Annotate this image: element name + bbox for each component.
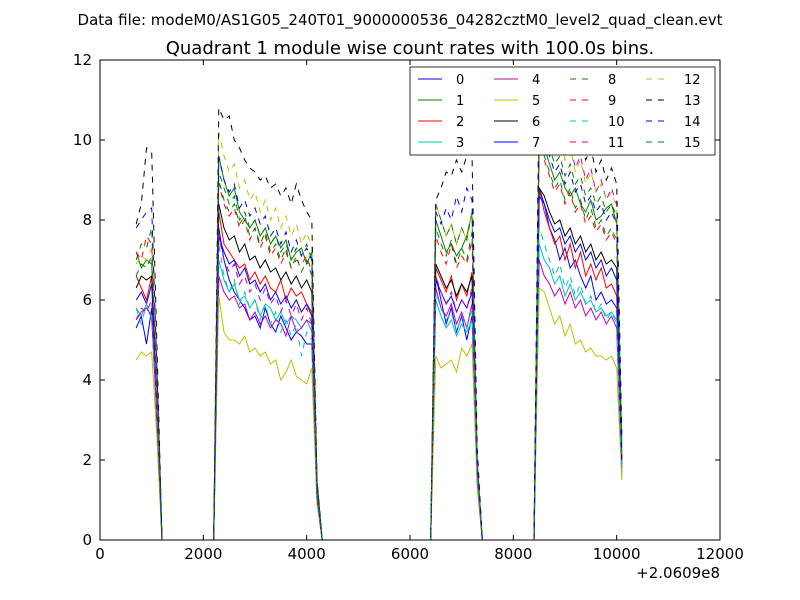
plot-area (135, 79, 623, 540)
chart-title: Quadrant 1 module wise count rates with … (166, 38, 655, 59)
series-line-4 (135, 259, 623, 540)
suptitle: Data file: modeM0/AS1G05_240T01_90000005… (78, 11, 723, 30)
x-tick-label: 0 (95, 545, 105, 563)
legend-label-3: 3 (456, 136, 464, 151)
y-tick-label: 0 (82, 531, 92, 549)
legend-label-5: 5 (532, 94, 540, 109)
series-line-12 (135, 91, 623, 540)
legend-label-11: 11 (608, 136, 625, 151)
x-tick-label: 6000 (391, 545, 429, 563)
series-line-2 (135, 187, 623, 540)
y-tick-label: 6 (82, 291, 92, 309)
series-line-15 (135, 139, 623, 540)
series-line-14 (135, 123, 623, 540)
legend-label-2: 2 (456, 115, 464, 130)
x-tick-label: 8000 (494, 545, 532, 563)
axes: 0 2000 4000 6000 8000 10000 12000024681012+2.0… (73, 51, 744, 582)
legend-label-4: 4 (532, 73, 540, 88)
legend-label-14: 14 (684, 115, 701, 130)
series-line-7 (135, 194, 623, 540)
legend-label-15: 15 (684, 136, 701, 151)
x-tick-label: 12000 (696, 545, 744, 563)
legend-label-0: 0 (456, 73, 464, 88)
legend-box (409, 66, 716, 156)
legend-label-7: 7 (532, 136, 540, 151)
y-tick-label: 2 (82, 451, 92, 469)
legend-label-9: 9 (608, 94, 616, 109)
x-tick-label: 4000 (288, 545, 326, 563)
series-line-6 (135, 186, 623, 540)
x-tick-label: 2000 (184, 545, 222, 563)
y-tick-label: 10 (73, 131, 92, 149)
y-tick-label: 8 (82, 211, 92, 229)
series-line-10 (135, 227, 623, 540)
series-line-1 (135, 131, 623, 540)
series-line-3 (135, 243, 623, 540)
y-tick-label: 4 (82, 371, 92, 389)
x-tick-label: 10000 (593, 545, 641, 563)
series-line-8 (135, 115, 623, 540)
series-line-9 (135, 147, 623, 540)
legend-label-6: 6 (532, 115, 540, 130)
legend-label-10: 10 (608, 115, 625, 130)
legend-label-8: 8 (608, 73, 616, 88)
legend-label-12: 12 (684, 73, 701, 88)
legend-label-13: 13 (684, 94, 701, 109)
series-line-5 (135, 286, 623, 540)
y-tick-label: 12 (73, 51, 92, 69)
series-line-0 (135, 187, 623, 540)
legend-label-1: 1 (456, 94, 464, 109)
x-offset-label: +2.0609e8 (636, 564, 720, 582)
